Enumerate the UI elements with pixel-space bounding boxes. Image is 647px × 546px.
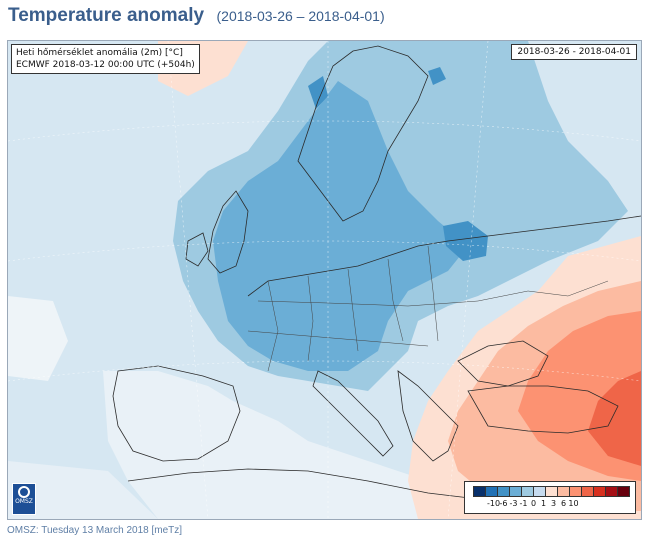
cold-spot-north <box>428 67 446 85</box>
anomaly-map: Heti hőmérséklet anomália (2m) [°C] ECMW… <box>7 40 642 520</box>
cold-spot-scandinavia <box>308 76 328 109</box>
map-canvas <box>8 41 641 519</box>
cold-zone-core <box>213 81 468 371</box>
map-info-box: Heti hőmérséklet anomália (2m) [°C] ECMW… <box>11 44 200 74</box>
legend-label: 10 <box>568 499 579 508</box>
border-1 <box>267 280 279 372</box>
legend-labels: -10 -6 -3 -1 0 1 3 6 10 <box>473 499 604 510</box>
border-8 <box>477 280 609 302</box>
country-borders <box>247 245 609 372</box>
neutral-zone-south <box>8 461 158 519</box>
omsz-logo: OMSZ <box>12 483 36 515</box>
border-7 <box>257 300 479 307</box>
legend-label: 1 <box>540 499 547 508</box>
neutral-zone-iberia <box>103 371 438 519</box>
legend-label: -3 <box>509 499 518 508</box>
coast-italy <box>312 370 394 457</box>
legend-label: 3 <box>550 499 557 508</box>
legend-label: 6 <box>560 499 567 508</box>
legend-label: -10 <box>486 499 501 508</box>
legend-label: -1 <box>519 499 528 508</box>
coast-mainland <box>247 215 641 297</box>
warm-zone-core <box>588 371 641 466</box>
map-info-line-2: ECMWF 2018-03-12 00:00 UTC (+504h) <box>16 60 195 70</box>
coast-uk <box>207 190 249 274</box>
neutral-zone-atlantic-west <box>8 296 68 381</box>
coast-north-africa <box>127 468 479 500</box>
omsz-logo-icon <box>18 486 30 498</box>
page-subtitle: (2018-03-26 – 2018-04-01) <box>216 8 385 24</box>
page-title: Temperature anomaly <box>8 5 205 26</box>
legend-swatches <box>473 486 630 497</box>
coast-turkey <box>467 385 619 434</box>
legend-label: -6 <box>499 499 508 508</box>
border-6 <box>247 330 429 347</box>
color-legend: -10 -6 -3 -1 0 1 3 6 10 <box>464 481 636 514</box>
page-footer: OMSZ: Tuesday 13 March 2018 [meTz] <box>7 525 183 536</box>
omsz-logo-text: OMSZ <box>15 498 33 505</box>
map-info-line-1: Heti hőmérséklet anomália (2m) [°C] <box>16 48 183 58</box>
page-header: Temperature anomaly (2018-03-26 – 2018-0… <box>8 5 385 27</box>
border-3 <box>347 268 359 352</box>
legend-label: 0 <box>530 499 537 508</box>
legend-swatch <box>617 486 630 497</box>
cold-spot-russia <box>443 221 488 261</box>
coastlines <box>112 45 641 500</box>
coast-balkans <box>397 370 459 462</box>
border-2 <box>307 275 314 362</box>
coast-iberia <box>112 365 241 462</box>
border-4 <box>387 258 404 342</box>
coast-ireland <box>185 232 209 267</box>
map-date-range: 2018-03-26 - 2018-04-01 <box>511 44 637 60</box>
coast-black-sea <box>457 340 549 387</box>
border-5 <box>427 245 439 342</box>
